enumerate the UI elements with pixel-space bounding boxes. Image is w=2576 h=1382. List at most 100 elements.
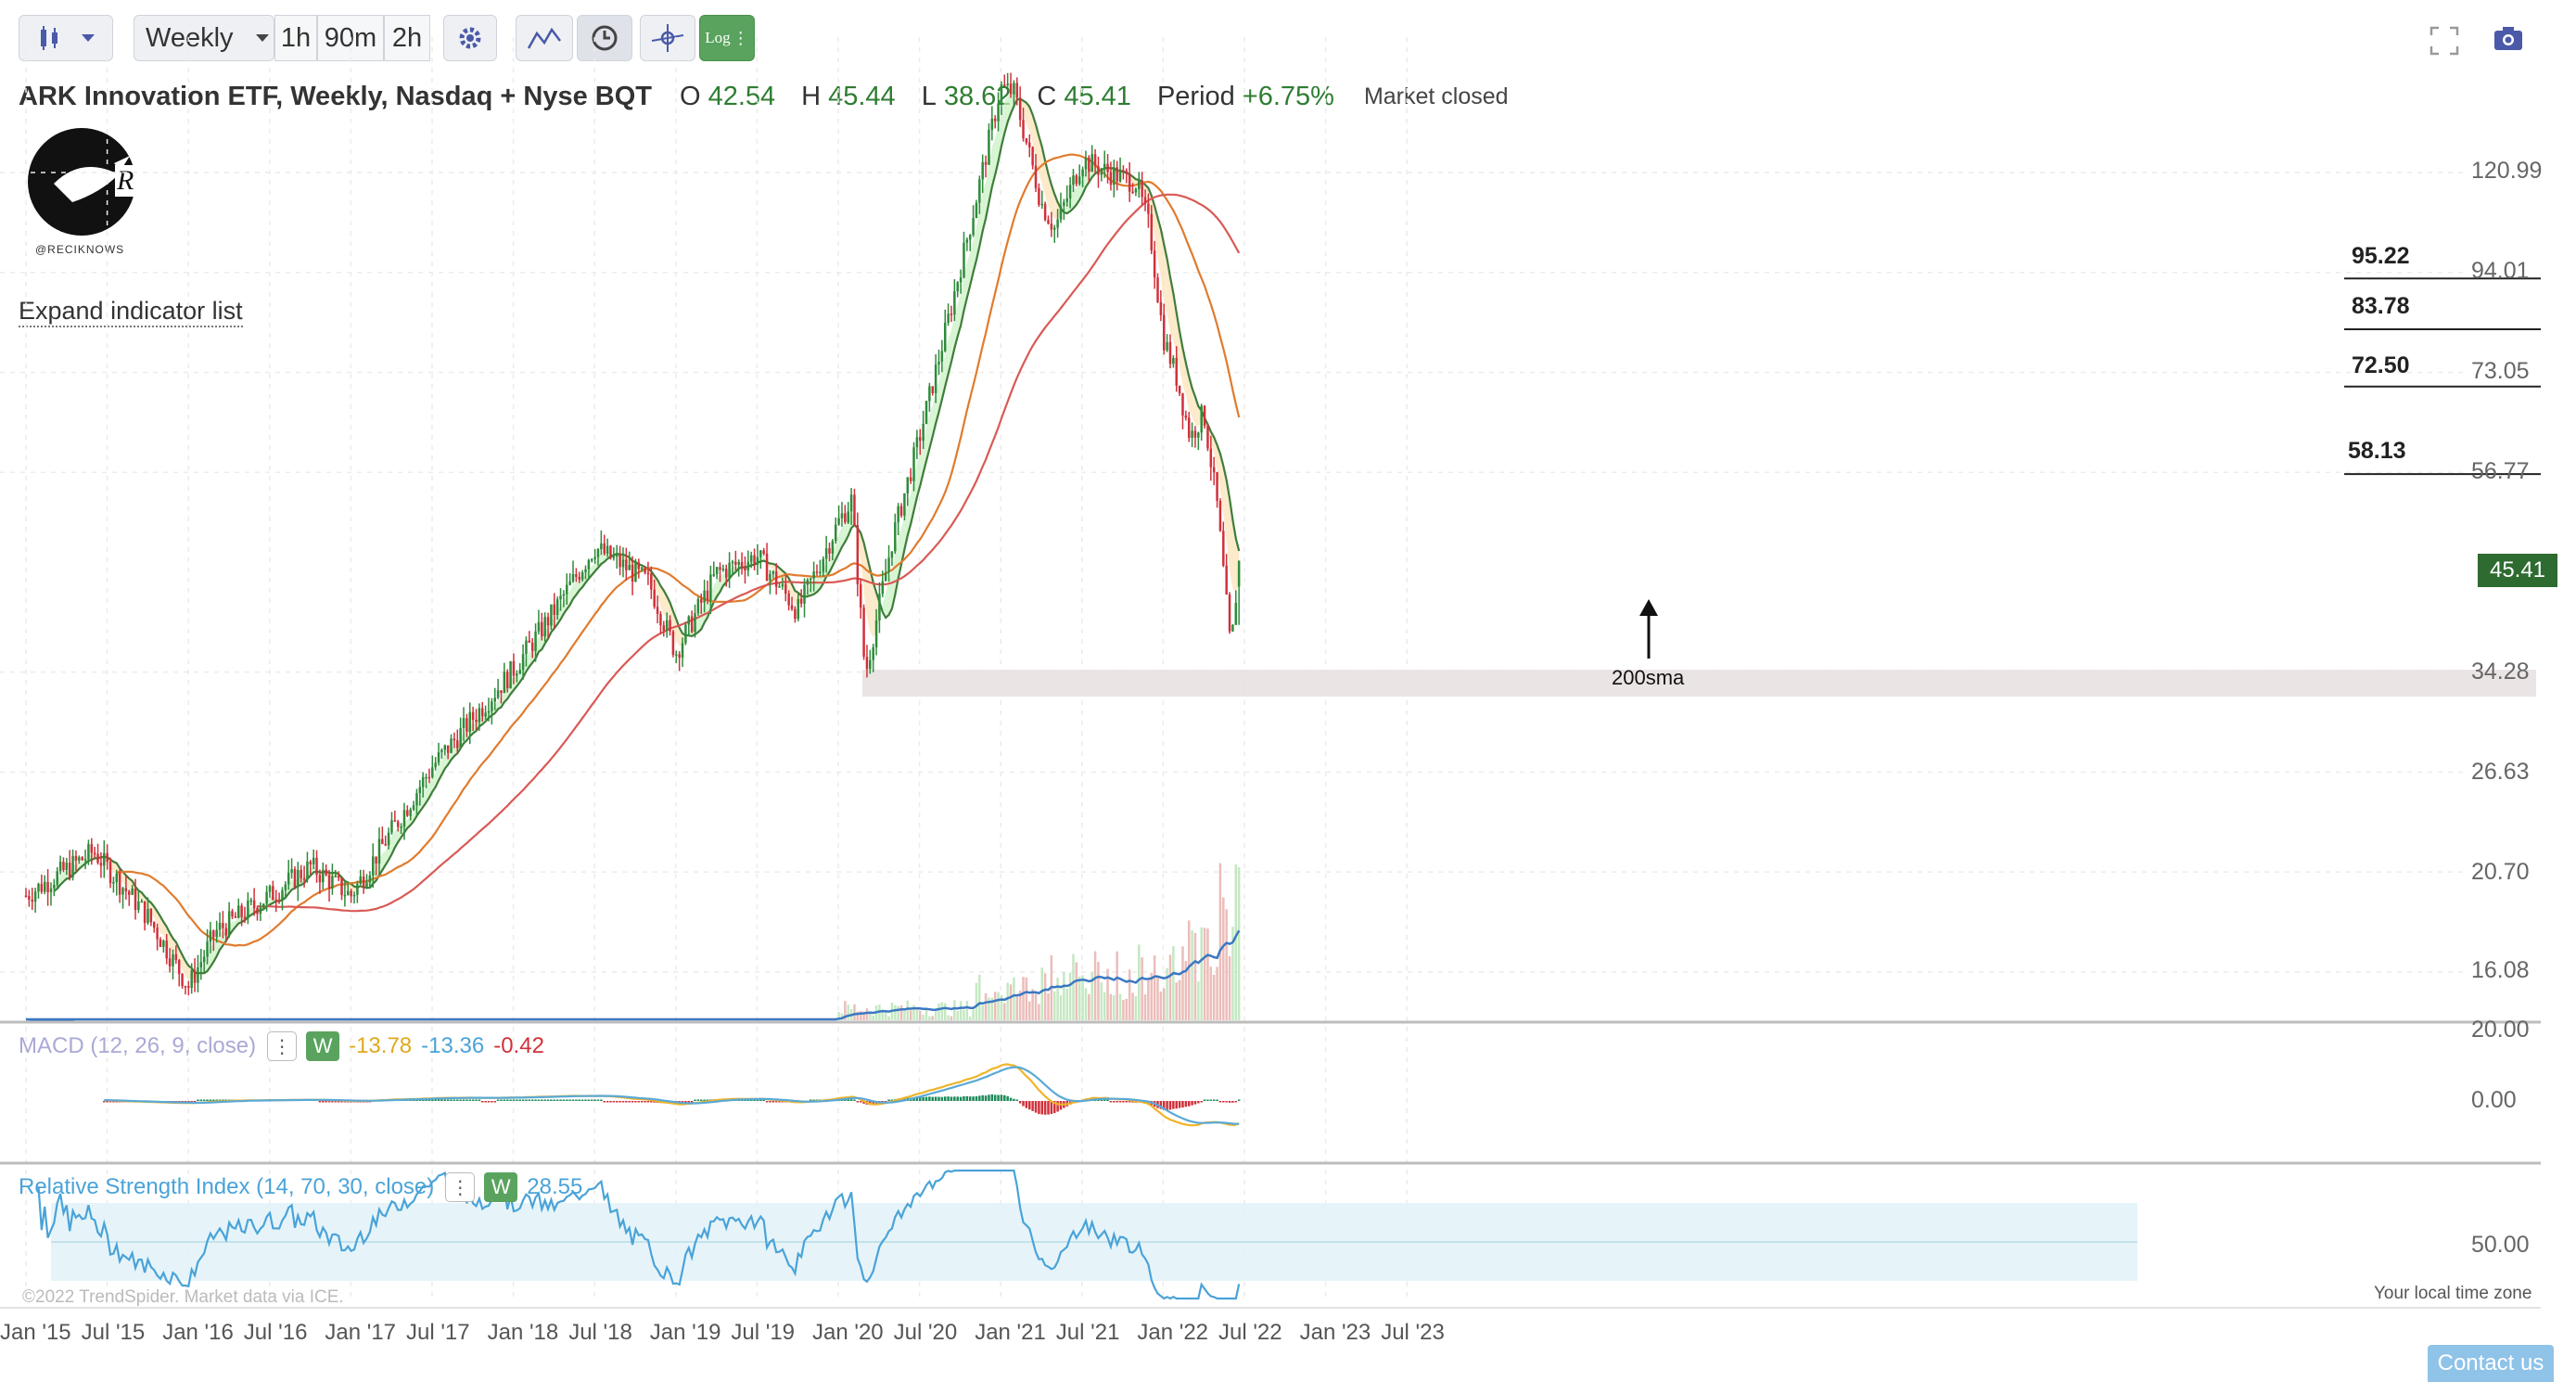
interval-2h-button[interactable]: 2h (384, 15, 430, 61)
volume-bar (988, 997, 990, 1020)
macd-histogram-bar (496, 1099, 500, 1101)
candle-body (259, 907, 262, 915)
timezone-label[interactable]: Your local time zone (2374, 1284, 2532, 1303)
chart-type-button[interactable] (19, 15, 113, 61)
log-scale-button[interactable]: Log ⋮ (699, 15, 755, 61)
macd-histogram-bar (206, 1099, 209, 1101)
candle-body (593, 557, 596, 559)
macd-histogram-bar (956, 1096, 959, 1101)
candle-body (890, 551, 894, 558)
candle-body (628, 565, 631, 570)
candle-body (174, 953, 178, 961)
candle-body (1203, 405, 1206, 427)
volume-bar (1166, 967, 1168, 1020)
candle-body (993, 118, 997, 122)
chevron-down-icon (82, 34, 95, 42)
macd-histogram-bar (1025, 1101, 1028, 1108)
ema-ribbon-segment (210, 943, 214, 967)
volume-bar (1234, 864, 1238, 1020)
macd-histogram-bar (1113, 1101, 1116, 1103)
macd-title[interactable]: MACD (12, 26, 9, close) (19, 1033, 257, 1058)
macd-histogram-bar (1175, 1101, 1178, 1109)
macd-histogram-bar (509, 1099, 512, 1101)
macd-histogram-bar (637, 1101, 641, 1103)
price-axis-label: 20.70 (2471, 859, 2530, 885)
candle-body (149, 908, 153, 923)
ema-ribbon-segment (660, 585, 664, 615)
candle-body (340, 877, 343, 896)
macd-histogram-bar (1172, 1101, 1175, 1109)
candle-body (1187, 417, 1191, 439)
rsi-menu-button[interactable]: ⋮ (445, 1172, 476, 1202)
date-axis-label: Jan '22 (1137, 1320, 1209, 1345)
candle-body (243, 916, 247, 919)
date-axis-label: Jul '23 (1381, 1320, 1445, 1345)
candle-body (606, 545, 609, 554)
candle-body (505, 672, 509, 689)
candle-body (834, 524, 837, 542)
candle-body (152, 922, 156, 928)
candle-body (694, 613, 696, 633)
ema-ribbon-segment (810, 581, 814, 595)
rsi-title[interactable]: Relative Strength Index (14, 70, 30, clo… (19, 1174, 435, 1199)
macd-histogram-bar (190, 1101, 193, 1103)
candle-body (922, 423, 925, 441)
timeframe-select[interactable]: Weekly (134, 15, 274, 61)
candle-body (849, 494, 853, 512)
macd-histogram-bar (518, 1099, 521, 1101)
candle-body (381, 838, 384, 844)
candle-body (928, 386, 931, 402)
candle-body (272, 886, 274, 901)
expand-indicator-list[interactable]: Expand indicator list (19, 297, 243, 327)
crosshair-button[interactable] (640, 15, 695, 61)
ema-ribbon-segment (1157, 217, 1161, 278)
candle-body (609, 545, 612, 558)
contact-us-button[interactable]: Contact us (2428, 1345, 2554, 1382)
macd-histogram-bar (212, 1099, 215, 1101)
candle-body (915, 437, 919, 448)
candle-body (187, 986, 190, 988)
screenshot-button[interactable] (2493, 24, 2524, 54)
period-label: Period (1156, 82, 1235, 111)
volume-bar (912, 1005, 915, 1020)
candle-body (978, 179, 981, 203)
macd-histogram-bar (1218, 1101, 1222, 1103)
settings-button[interactable] (443, 15, 497, 61)
macd-histogram-bar (950, 1096, 953, 1101)
fullscreen-button[interactable] (2429, 26, 2459, 56)
candle-body (265, 891, 268, 904)
interval-1h-button[interactable]: 1h (274, 15, 317, 61)
volume-bar (1093, 951, 1097, 1020)
candle-body (231, 911, 234, 916)
candle-body (1134, 188, 1138, 193)
volume-bar (1047, 993, 1050, 1020)
candle-body (234, 915, 237, 918)
candle-body (87, 844, 90, 860)
ema-ribbon-segment (1164, 244, 1167, 315)
candle-body (362, 877, 365, 888)
indicators-button[interactable] (516, 15, 573, 61)
price-axis-label: 16.08 (2471, 957, 2530, 983)
volume-bars (837, 863, 1241, 1020)
candle-body (580, 572, 584, 580)
candle-body (468, 711, 472, 732)
candle-body (712, 574, 715, 576)
date-axis-label: Jan '20 (812, 1320, 884, 1345)
volume-bar (899, 1005, 903, 1020)
candle-body (740, 561, 744, 568)
macd-histogram-bar (1184, 1101, 1188, 1107)
macd-histogram-bar (615, 1101, 618, 1103)
macd-histogram-bar (550, 1099, 553, 1101)
macd-histogram-bar (856, 1101, 860, 1103)
volume-bar (1153, 955, 1156, 1020)
macd-histogram-bar (859, 1101, 862, 1103)
history-button[interactable] (577, 15, 632, 61)
candle-body (431, 767, 434, 777)
macd-menu-button[interactable]: ⋮ (267, 1031, 298, 1061)
volume-bar (862, 1011, 865, 1020)
ema-ribbon-segment (807, 586, 811, 596)
candle-body (96, 853, 99, 864)
macd-histogram-bar (640, 1101, 644, 1103)
macd-histogram-bar (762, 1099, 765, 1101)
